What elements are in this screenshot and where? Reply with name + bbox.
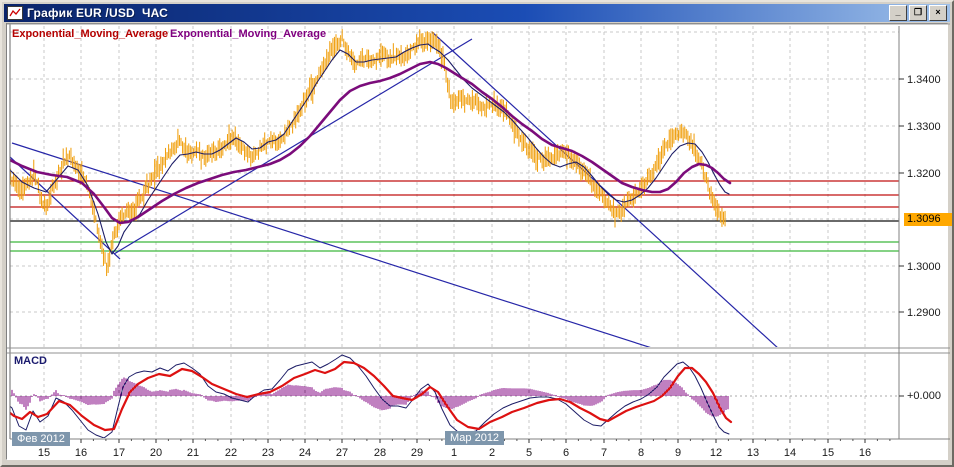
month-badge-feb: Фев 2012 [12, 432, 70, 446]
svg-text:6: 6 [563, 447, 569, 459]
chart-app-icon [7, 6, 23, 20]
svg-text:9: 9 [675, 447, 681, 459]
svg-text:16: 16 [859, 447, 871, 459]
svg-text:1.3000: 1.3000 [907, 261, 941, 273]
svg-text:20: 20 [150, 447, 162, 459]
svg-text:12: 12 [710, 447, 722, 459]
svg-text:22: 22 [225, 447, 237, 459]
maximize-button[interactable]: ❐ [909, 5, 927, 21]
svg-text:1.3400: 1.3400 [907, 74, 941, 86]
svg-text:27: 27 [336, 447, 348, 459]
svg-text:5: 5 [526, 447, 532, 459]
svg-text:1.3300: 1.3300 [907, 121, 941, 133]
svg-text:14: 14 [784, 447, 796, 459]
svg-text:7: 7 [601, 447, 607, 459]
ema-indicator-label-2: Exponential_Moving_Average [170, 28, 327, 40]
macd-zero-value: +0.000 [907, 390, 941, 402]
svg-text:17: 17 [113, 447, 125, 459]
svg-text:1: 1 [451, 447, 457, 459]
svg-text:16: 16 [75, 447, 87, 459]
svg-text:28: 28 [374, 447, 386, 459]
svg-text:23: 23 [262, 447, 274, 459]
month-badge-mar: Мар 2012 [445, 431, 505, 445]
svg-text:1.3200: 1.3200 [907, 168, 941, 180]
svg-text:15: 15 [38, 447, 50, 459]
svg-text:2: 2 [489, 447, 495, 459]
window-title: График EUR /USD ЧАС [27, 6, 169, 20]
svg-text:1.2900: 1.2900 [907, 307, 941, 319]
svg-text:8: 8 [638, 447, 644, 459]
minimize-button[interactable]: _ [889, 5, 907, 21]
macd-indicator-label: MACD [14, 355, 47, 367]
svg-text:15: 15 [822, 447, 834, 459]
current-price-badge: 1.3096 [904, 213, 952, 226]
svg-text:29: 29 [411, 447, 423, 459]
svg-text:24: 24 [299, 447, 311, 459]
svg-text:21: 21 [187, 447, 199, 459]
title-bar[interactable]: График EUR /USD ЧАС _ ❐ × [4, 4, 950, 22]
close-button[interactable]: × [929, 5, 947, 21]
svg-text:13: 13 [747, 447, 759, 459]
ema-indicator-label-1: Exponential_Moving_Average [12, 28, 169, 40]
